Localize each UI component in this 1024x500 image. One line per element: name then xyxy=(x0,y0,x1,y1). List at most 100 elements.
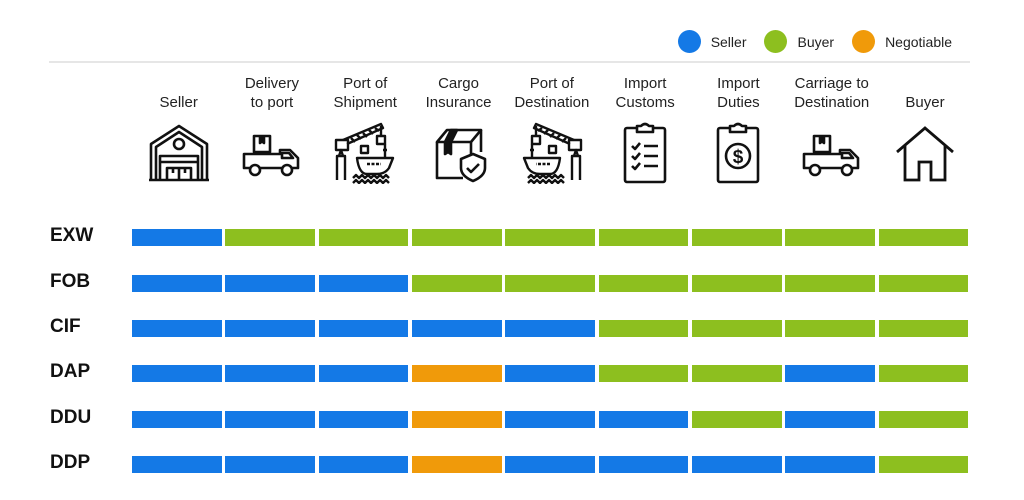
column-label: Import Duties xyxy=(717,75,760,111)
segment-buyer xyxy=(785,275,875,292)
segment-buyer xyxy=(225,229,315,246)
incoterm-label: EXW xyxy=(50,225,94,246)
incoterm-label: FOB xyxy=(50,271,91,292)
segment-seller xyxy=(225,456,315,473)
responsibility-bar xyxy=(132,229,969,246)
segment-buyer xyxy=(318,229,409,246)
segment-seller xyxy=(412,320,502,337)
incoterm-row-ddu: DDU xyxy=(0,407,1024,429)
segment-buyer xyxy=(598,365,689,382)
column-header: Import Customs xyxy=(598,72,691,184)
column-header: Delivery to port xyxy=(225,72,318,184)
segment-seller xyxy=(132,275,222,292)
column-label: Import Customs xyxy=(615,75,675,111)
column-header: Buyer xyxy=(878,72,971,184)
column-header: Cargo Insurance xyxy=(412,72,505,184)
column-header: Port of Shipment xyxy=(319,72,412,184)
segment-buyer xyxy=(412,275,502,292)
warehouse-icon xyxy=(147,122,211,184)
divider xyxy=(49,61,970,63)
incoterm-row-dap: DAP xyxy=(0,361,1024,383)
column-headers: Seller Delivery to port Port of Shipment… xyxy=(132,72,972,184)
legend-label: Negotiable xyxy=(885,33,952,50)
segment-seller xyxy=(318,411,409,428)
segment-buyer xyxy=(412,229,502,246)
segment-buyer xyxy=(692,365,782,382)
incoterm-row-cif: CIF xyxy=(0,316,1024,338)
segment-seller xyxy=(318,320,409,337)
segment-buyer xyxy=(785,229,875,246)
segment-seller xyxy=(132,320,222,337)
incoterm-row-ddp: DDP xyxy=(0,452,1024,474)
delivery-truck-icon xyxy=(240,122,304,184)
segment-negotiable xyxy=(412,365,502,382)
legend-item-seller: Seller xyxy=(677,30,747,53)
segment-seller xyxy=(318,456,409,473)
segment-seller xyxy=(225,411,315,428)
segment-seller xyxy=(132,456,222,473)
incoterm-label: DDU xyxy=(50,407,92,428)
legend-item-negotiable: Negotiable xyxy=(852,30,952,53)
delivery-truck-icon xyxy=(800,122,864,184)
segment-seller xyxy=(225,365,315,382)
column-header: Import Duties $ xyxy=(692,72,785,184)
segment-buyer xyxy=(878,275,969,292)
house-icon xyxy=(893,122,957,184)
legend-swatch-buyer xyxy=(764,30,788,53)
segment-buyer xyxy=(878,320,969,337)
responsibility-bar xyxy=(132,456,969,473)
incoterm-row-fob: FOB xyxy=(0,271,1024,293)
segment-buyer xyxy=(692,411,782,428)
column-label: Cargo Insurance xyxy=(425,75,492,111)
segment-seller xyxy=(598,411,689,428)
incoterm-row-exw: EXW xyxy=(0,225,1024,247)
column-label: Buyer xyxy=(905,94,945,111)
segment-seller xyxy=(505,320,595,337)
responsibility-bar xyxy=(132,275,969,292)
responsibility-bar xyxy=(132,411,969,428)
responsibility-bar xyxy=(132,320,969,337)
segment-seller xyxy=(785,365,875,382)
svg-text:$: $ xyxy=(733,147,744,168)
segment-buyer xyxy=(598,229,689,246)
insured-box-icon xyxy=(427,122,491,184)
segment-seller xyxy=(225,275,315,292)
segment-seller xyxy=(598,456,689,473)
segment-buyer xyxy=(878,365,969,382)
segment-buyer xyxy=(505,229,595,246)
segment-buyer xyxy=(785,320,875,337)
segment-buyer xyxy=(692,275,782,292)
segment-seller xyxy=(318,365,409,382)
incoterm-label: CIF xyxy=(50,316,81,337)
port-crane-ship-icon xyxy=(333,122,397,184)
segment-seller xyxy=(225,320,315,337)
segment-seller xyxy=(505,456,595,473)
dollar-clipboard-icon: $ xyxy=(706,122,770,184)
segment-seller xyxy=(132,365,222,382)
segment-seller xyxy=(318,275,409,292)
segment-buyer xyxy=(878,456,969,473)
segment-buyer xyxy=(598,275,689,292)
legend-item-buyer: Buyer xyxy=(764,30,834,53)
segment-seller xyxy=(692,456,782,473)
column-header: Carriage to Destination xyxy=(785,72,878,184)
segment-seller xyxy=(785,411,875,428)
responsibility-bar xyxy=(132,365,969,382)
legend-swatch-seller xyxy=(677,30,701,53)
legend-swatch-negotiable xyxy=(852,30,876,53)
segment-buyer xyxy=(505,275,595,292)
legend-label: Buyer xyxy=(797,33,835,50)
segment-buyer xyxy=(878,411,969,428)
segment-seller xyxy=(132,229,222,246)
column-label: Port of Shipment xyxy=(333,75,397,111)
legend-label: Seller xyxy=(710,33,747,50)
segment-buyer xyxy=(598,320,689,337)
segment-buyer xyxy=(692,229,782,246)
column-label: Delivery to port xyxy=(244,75,300,111)
incoterm-label: DAP xyxy=(50,361,91,382)
column-header: Seller xyxy=(132,72,225,184)
segment-negotiable xyxy=(412,456,502,473)
column-label: Carriage to Destination xyxy=(794,75,870,111)
column-header: Port of Destination xyxy=(505,72,598,184)
incoterm-label: DDP xyxy=(50,452,91,473)
